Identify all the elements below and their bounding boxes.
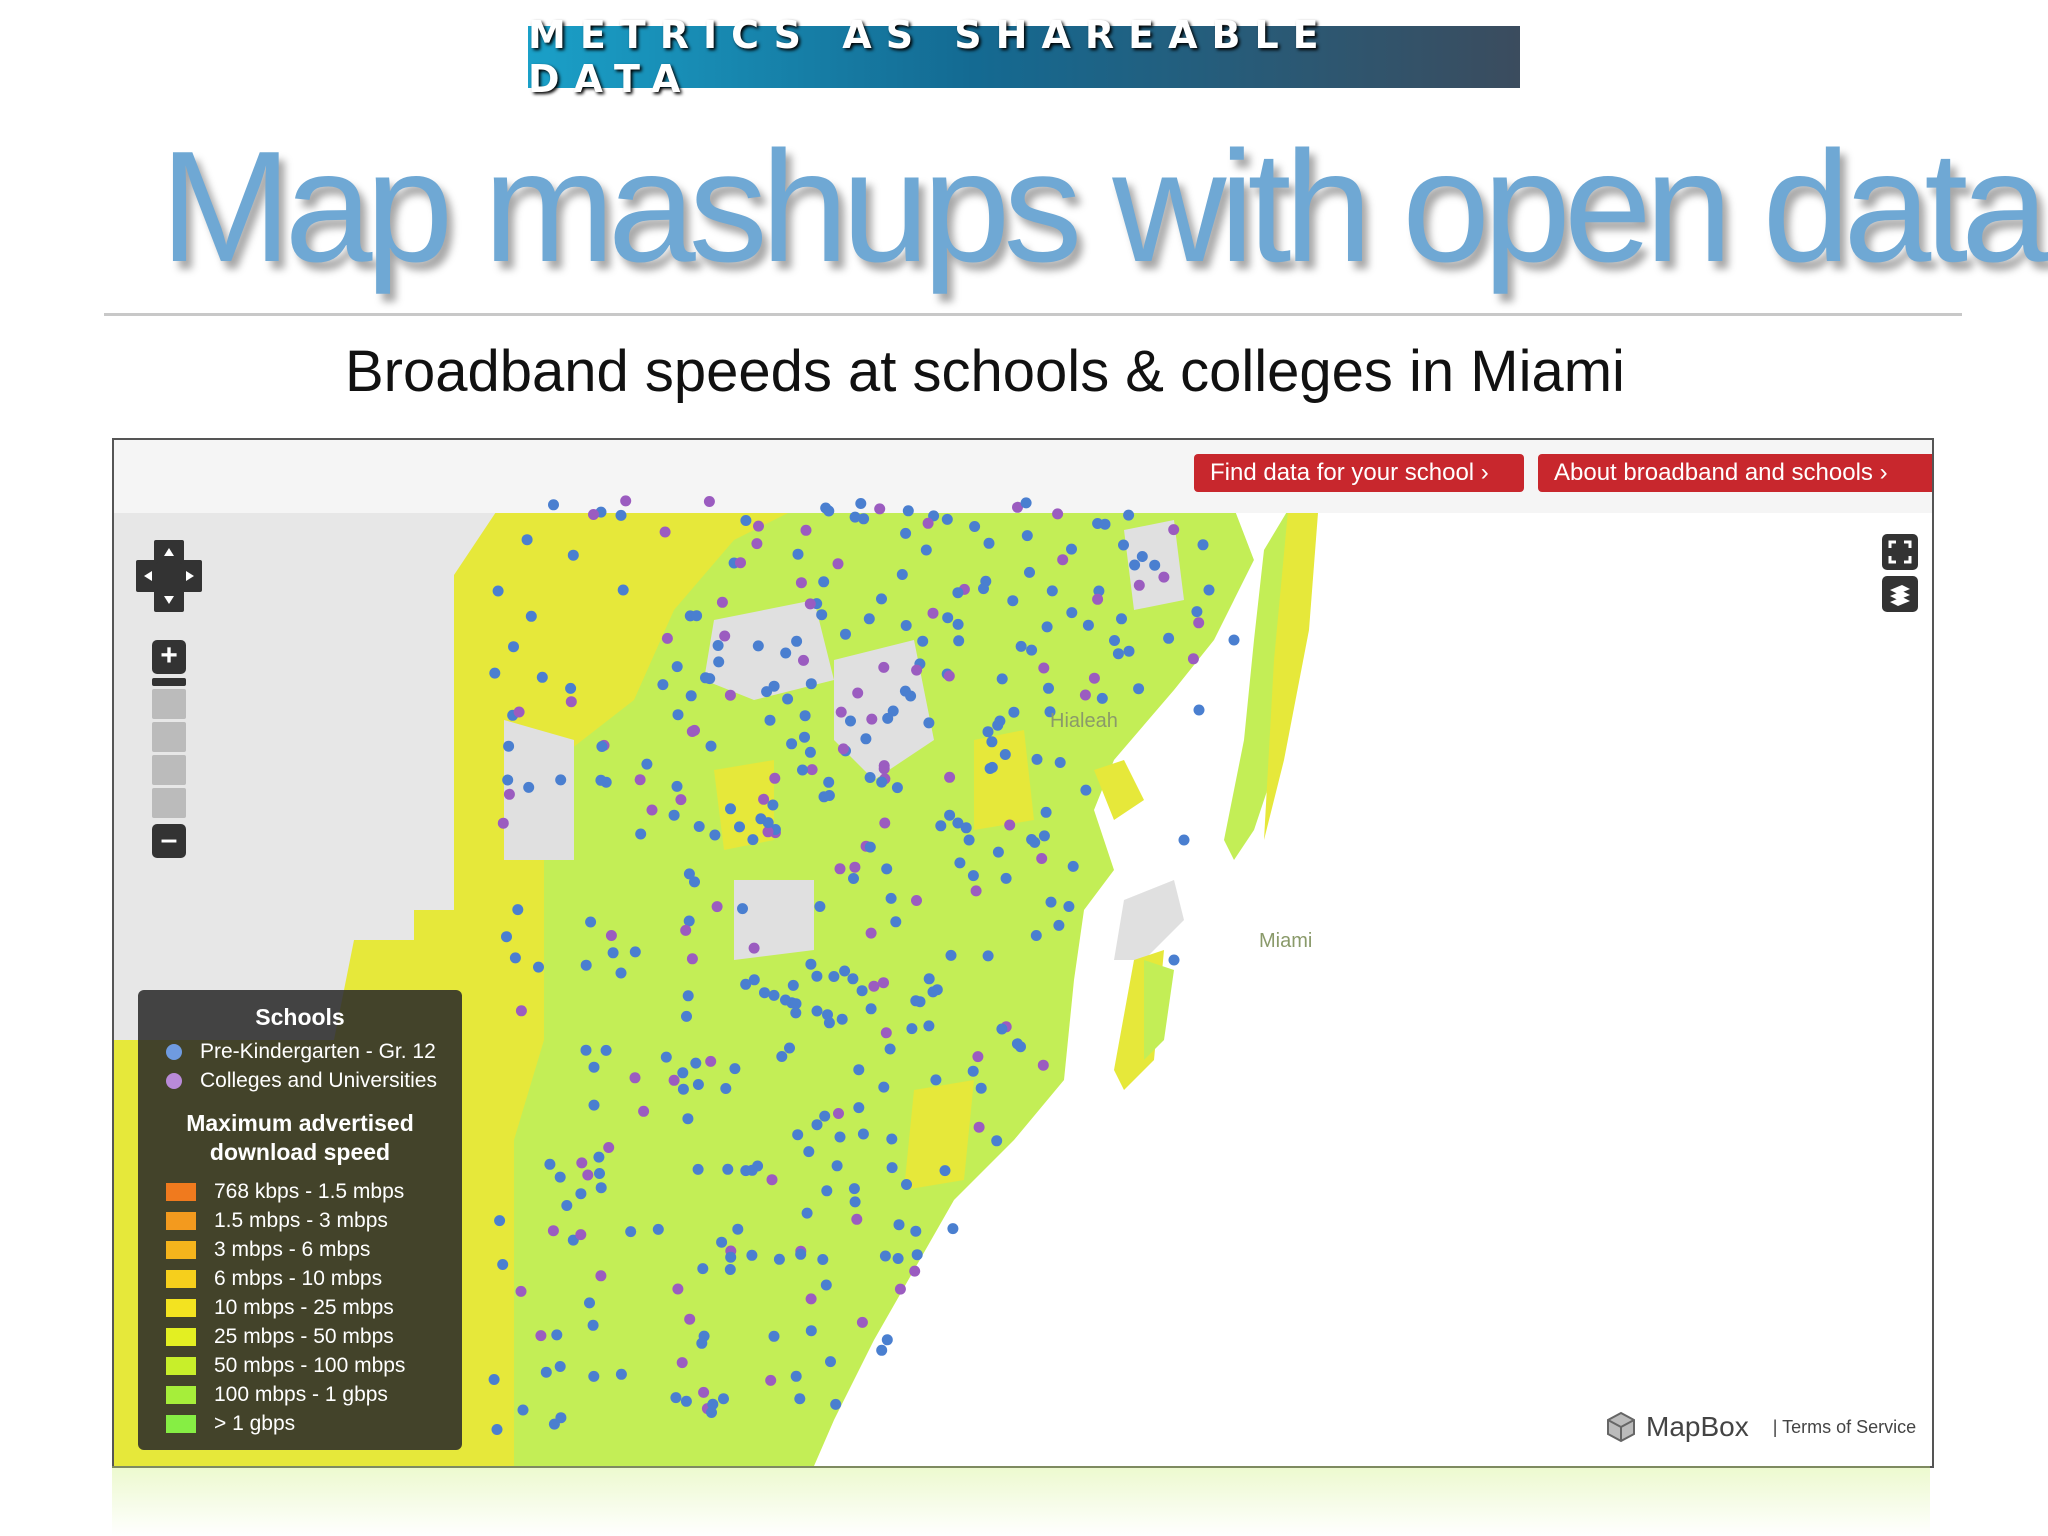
layers-button[interactable] xyxy=(1882,576,1918,612)
legend-speed-row: 25 mbps - 50 mbps xyxy=(166,1325,394,1349)
legend-speed-row: 10 mbps - 25 mbps xyxy=(166,1296,394,1320)
speed-swatch xyxy=(166,1357,196,1375)
broadband-map[interactable]: Find data for your school › About broadb… xyxy=(112,438,1934,1468)
legend-speed-row: > 1 gbps xyxy=(166,1412,295,1436)
speed-swatch xyxy=(166,1183,196,1201)
zoom-level-selected[interactable] xyxy=(152,678,186,686)
k12-dot-icon xyxy=(166,1044,182,1060)
zoom-level[interactable] xyxy=(152,722,186,752)
legend-k12: Pre-Kindergarten - Gr. 12 xyxy=(166,1040,436,1064)
find-school-button[interactable]: Find data for your school › xyxy=(1194,454,1524,492)
fullscreen-button[interactable] xyxy=(1882,534,1918,570)
legend-speed-row: 100 mbps - 1 gbps xyxy=(166,1383,388,1407)
zoom-level[interactable] xyxy=(152,788,186,818)
speed-swatch xyxy=(166,1241,196,1259)
map-label-hialeah: Hialeah xyxy=(1050,710,1118,732)
legend-speed-row: 50 mbps - 100 mbps xyxy=(166,1354,405,1378)
zoom-level[interactable] xyxy=(152,755,186,785)
zoom-level[interactable] xyxy=(152,689,186,719)
legend-speed-row: 768 kbps - 1.5 mbps xyxy=(166,1180,404,1204)
college-dot-icon xyxy=(166,1073,182,1089)
mapbox-attribution: MapBox | Terms of Service xyxy=(1604,1410,1916,1444)
mapbox-logo-icon xyxy=(1607,1411,1635,1443)
mapbox-logo-text[interactable]: MapBox xyxy=(1646,1411,1749,1442)
speed-swatch xyxy=(166,1299,196,1317)
speed-swatch xyxy=(166,1270,196,1288)
speed-swatch xyxy=(166,1386,196,1404)
legend-speed-row: 3 mbps - 6 mbps xyxy=(166,1238,370,1262)
slide-subtitle: Broadband speeds at schools & colleges i… xyxy=(345,339,1625,404)
banner-text: METRICS AS SHAREABLE DATA xyxy=(528,13,1333,101)
zoom-out-button[interactable]: – xyxy=(152,824,186,858)
map-legend: Schools Pre-Kindergarten - Gr. 12 Colleg… xyxy=(138,990,462,1450)
map-reflection xyxy=(112,1466,1930,1536)
about-broadband-button[interactable]: About broadband and schools › xyxy=(1538,454,1932,492)
speed-swatch xyxy=(166,1212,196,1230)
legend-schools-heading: Schools xyxy=(255,1004,345,1030)
terms-of-service-link[interactable]: | Terms of Service xyxy=(1772,1416,1917,1437)
pan-control[interactable] xyxy=(134,538,204,619)
map-label-miami: Miami xyxy=(1259,930,1313,952)
pan-arrows-icon[interactable] xyxy=(134,538,204,614)
slide-title: Map mashups with open data xyxy=(160,119,2048,295)
fullscreen-icon xyxy=(1888,540,1912,564)
speed-swatch xyxy=(166,1328,196,1346)
speed-swatch xyxy=(166,1415,196,1433)
legend-speed-heading: Maximum advertised xyxy=(186,1110,414,1136)
zoom-control[interactable]: + – xyxy=(152,640,186,858)
section-banner: METRICS AS SHAREABLE DATA xyxy=(528,13,1520,101)
legend-colleges: Colleges and Universities xyxy=(166,1069,437,1093)
title-divider xyxy=(104,313,1962,316)
zoom-in-button[interactable]: + xyxy=(152,640,186,674)
legend-speed-heading-2: download speed xyxy=(209,1139,391,1165)
legend-speed-row: 1.5 mbps - 3 mbps xyxy=(166,1209,388,1233)
legend-speed-row: 6 mbps - 10 mbps xyxy=(166,1267,382,1291)
layers-icon xyxy=(1890,585,1910,606)
